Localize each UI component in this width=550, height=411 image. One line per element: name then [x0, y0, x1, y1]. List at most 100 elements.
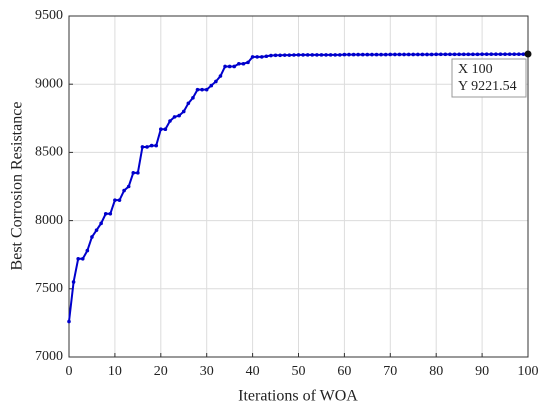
point [241, 61, 246, 66]
point [489, 52, 494, 56]
point [287, 53, 292, 57]
point [237, 61, 241, 66]
point [356, 52, 360, 57]
point [177, 113, 181, 118]
point [360, 52, 365, 57]
point [512, 52, 517, 56]
datatip-text: X 100 [458, 62, 493, 77]
point [80, 256, 85, 261]
point [480, 52, 484, 56]
point [402, 52, 406, 57]
point [457, 52, 461, 57]
x-tick-label: 30 [200, 364, 214, 379]
point [145, 145, 149, 149]
point [471, 52, 475, 57]
point [140, 145, 145, 149]
point [494, 52, 498, 56]
point [191, 96, 195, 100]
datatip-box [451, 58, 527, 98]
point [425, 52, 429, 57]
point [374, 52, 379, 57]
point [67, 319, 71, 324]
point [136, 171, 140, 175]
point [90, 235, 94, 239]
point [200, 87, 204, 92]
x-tick-label: 50 [292, 364, 306, 379]
point [301, 53, 305, 57]
point [282, 53, 287, 57]
point [154, 143, 159, 148]
point [172, 115, 177, 119]
point [517, 52, 521, 56]
plot-frame [68, 15, 529, 358]
x-axis-label: Iterations of WOA [238, 388, 358, 405]
point [149, 143, 154, 148]
point [250, 55, 255, 59]
y-tick-label: 7500 [35, 281, 63, 296]
x-tick-label: 90 [475, 364, 489, 379]
point [223, 64, 227, 69]
point [452, 52, 457, 57]
point [333, 53, 338, 57]
point [122, 188, 126, 193]
point [324, 53, 328, 57]
point [498, 52, 503, 56]
point [305, 53, 310, 57]
point [204, 87, 209, 92]
point [218, 74, 223, 78]
point [397, 52, 402, 57]
point [351, 52, 356, 57]
point [292, 53, 296, 57]
point [370, 52, 374, 57]
point [315, 53, 319, 57]
point [416, 52, 420, 57]
x-tick-label: 0 [66, 364, 73, 379]
point [214, 79, 218, 84]
x-tick-label: 10 [108, 364, 122, 379]
point [388, 52, 393, 57]
point [461, 52, 466, 57]
y-axis-label: Best Corrosion Resistance [9, 102, 26, 271]
point [85, 248, 90, 253]
point [338, 53, 342, 57]
x-tick-label: 80 [429, 364, 443, 379]
point [76, 256, 80, 261]
x-tick-label: 100 [518, 364, 539, 379]
point [113, 198, 117, 202]
point [342, 52, 347, 57]
point [296, 53, 301, 57]
point [103, 211, 108, 216]
y-tick-label: 9500 [35, 8, 63, 23]
point [383, 52, 388, 57]
point [264, 54, 269, 59]
point [71, 280, 76, 284]
point [246, 60, 250, 65]
point [232, 64, 237, 69]
x-tick-label: 60 [337, 364, 351, 379]
x-tick-label: 70 [383, 364, 397, 379]
point [227, 64, 232, 69]
point [328, 53, 333, 57]
point [347, 52, 351, 57]
y-tick-label: 8500 [35, 145, 63, 160]
point [269, 53, 273, 58]
point [393, 52, 397, 57]
point [181, 109, 186, 114]
point [379, 52, 383, 57]
point [163, 127, 168, 132]
point [420, 52, 425, 57]
point [466, 52, 471, 57]
point [117, 198, 122, 202]
y-tick-label: 8000 [35, 213, 63, 228]
point [521, 52, 526, 56]
point [108, 211, 113, 216]
point [278, 53, 282, 58]
point [475, 52, 480, 57]
point [411, 52, 416, 57]
datatip-point [524, 50, 532, 58]
point [94, 228, 99, 232]
point [507, 52, 512, 56]
datatip-text: Y 9221.54 [458, 79, 517, 94]
point [429, 52, 434, 57]
